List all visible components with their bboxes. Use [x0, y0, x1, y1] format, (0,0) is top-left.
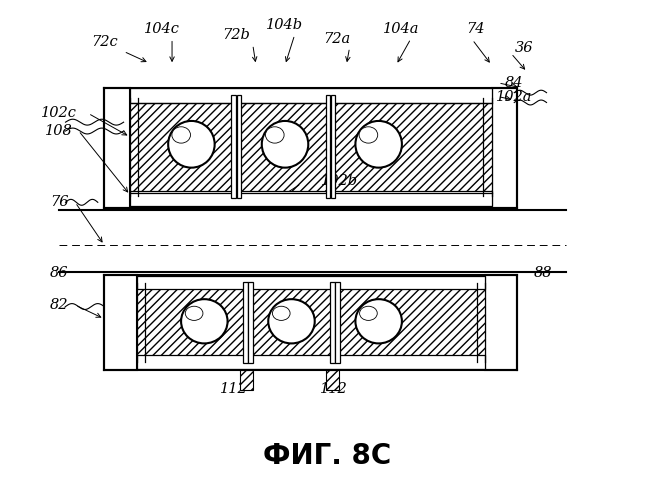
Bar — [104, 274, 137, 370]
Bar — [485, 274, 517, 370]
Bar — [104, 88, 130, 208]
Text: 102b: 102b — [321, 174, 358, 188]
Text: 104b: 104b — [266, 18, 303, 32]
Ellipse shape — [355, 299, 402, 344]
Ellipse shape — [266, 127, 284, 143]
Text: ФИГ. 8С: ФИГ. 8С — [263, 442, 391, 470]
Ellipse shape — [268, 299, 315, 344]
Text: 76: 76 — [50, 196, 68, 209]
Text: 108: 108 — [45, 124, 73, 138]
Ellipse shape — [360, 306, 377, 320]
Bar — [336, 282, 340, 363]
Bar — [137, 276, 485, 369]
Ellipse shape — [262, 121, 308, 168]
Text: 112: 112 — [220, 382, 248, 396]
Ellipse shape — [172, 127, 190, 143]
Text: 88: 88 — [534, 266, 553, 280]
Text: 74: 74 — [466, 22, 485, 36]
Text: 72b: 72b — [222, 28, 250, 42]
Text: 84: 84 — [505, 76, 523, 90]
Bar — [241, 370, 253, 390]
Bar — [331, 95, 336, 198]
Text: 72c: 72c — [91, 34, 118, 48]
Text: 112: 112 — [320, 382, 347, 396]
Text: 36: 36 — [515, 42, 533, 56]
Bar — [130, 88, 492, 102]
Bar — [232, 95, 236, 198]
Bar — [492, 88, 517, 208]
Bar — [137, 276, 485, 289]
Bar — [237, 95, 241, 198]
Bar — [130, 191, 492, 206]
Ellipse shape — [168, 121, 215, 168]
Bar — [243, 282, 248, 363]
Text: 102c: 102c — [41, 106, 77, 120]
Bar — [137, 355, 485, 369]
Ellipse shape — [273, 306, 290, 320]
Text: 82: 82 — [50, 298, 68, 312]
Text: 86: 86 — [50, 266, 68, 280]
Bar — [326, 95, 330, 198]
Ellipse shape — [185, 306, 203, 320]
Text: 72a: 72a — [323, 32, 351, 46]
Ellipse shape — [359, 127, 378, 143]
Text: 104a: 104a — [383, 22, 419, 36]
Bar — [249, 282, 252, 363]
Bar — [130, 88, 492, 206]
Bar — [326, 370, 339, 390]
Bar — [330, 282, 335, 363]
Ellipse shape — [181, 299, 228, 344]
Text: 102a: 102a — [496, 90, 532, 104]
Ellipse shape — [355, 121, 402, 168]
Text: 104c: 104c — [145, 22, 181, 36]
